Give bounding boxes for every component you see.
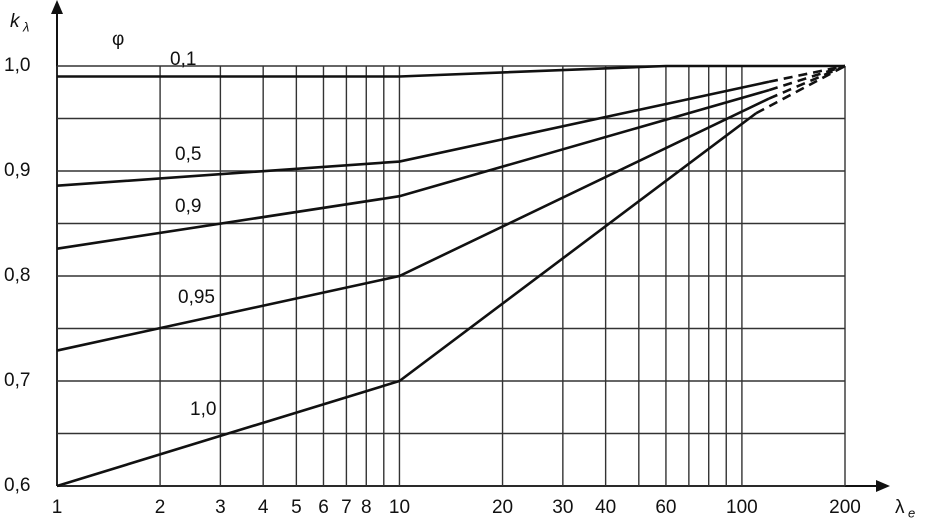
y-tick-label: 0,6: [4, 475, 30, 496]
curve-label: 1,0: [190, 399, 216, 420]
curve: [56, 112, 757, 488]
x-tick-label: 30: [552, 497, 573, 518]
y-axis-arrow: [51, 0, 63, 14]
x-tick-label: 2: [155, 497, 166, 518]
curve-dashed: [768, 64, 846, 84]
curve: [56, 97, 770, 352]
x-tick-label: 60: [655, 497, 676, 518]
x-tick-label: 20: [492, 497, 513, 518]
x-tick-label: 40: [595, 497, 616, 518]
x-axis-arrow: [876, 480, 890, 492]
curve-label: 0,1: [170, 49, 196, 70]
y-tick-label: 0,8: [4, 265, 30, 286]
x-tick-label: 3: [215, 497, 226, 518]
x-tick-label: 6: [318, 497, 329, 518]
x-tick-label: 8: [361, 497, 372, 518]
curve: [57, 64, 845, 78]
annotation: φ: [112, 29, 124, 50]
x-tick-label: 5: [291, 497, 302, 518]
curve-dashed: [768, 64, 846, 92]
x-tick-label: 7: [341, 497, 352, 518]
y-tick-label: 0,7: [4, 370, 30, 391]
y-tick-label: 1,0: [4, 55, 30, 76]
curve-dashed: [768, 64, 846, 100]
y-tick-label: 0,9: [4, 160, 30, 181]
y-axis-label-sub: λ: [22, 19, 29, 34]
x-tick-label: 1: [52, 497, 63, 518]
curve-dashed: [755, 64, 846, 115]
curve-label: 0,5: [175, 144, 201, 165]
x-axis-label: λ: [895, 497, 905, 518]
curve-label: 0,95: [178, 287, 215, 308]
x-tick-label: 200: [829, 497, 861, 518]
x-tick-label: 10: [389, 497, 410, 518]
curve: [56, 88, 770, 250]
x-tick-label: 4: [258, 497, 269, 518]
x-tick-label: 100: [726, 497, 758, 518]
curve-label: 0,9: [175, 196, 201, 217]
curve: [56, 80, 770, 187]
y-axis-label: k: [10, 11, 21, 32]
x-axis-label-sub: e: [908, 505, 915, 520]
